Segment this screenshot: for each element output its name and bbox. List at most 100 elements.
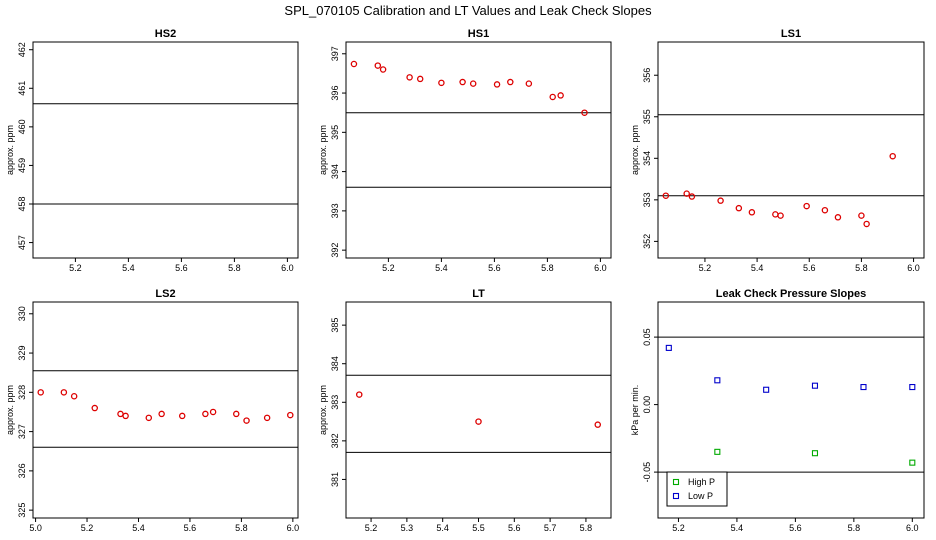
panel-grid: HS2 5.2 5.4 5.6 5.8 6.0 457 458 459 460 461 462 appr… — [5, 28, 925, 533]
data-point — [60, 389, 68, 396]
data-point — [717, 197, 724, 204]
y-tick-label: 458 — [17, 196, 27, 211]
legend-marker — [672, 492, 680, 500]
data-point — [860, 383, 867, 391]
data-point — [525, 80, 533, 87]
x-tick-label: 5.6 — [175, 263, 188, 273]
data-point — [287, 411, 294, 419]
data-point — [91, 404, 98, 412]
series-1 — [662, 152, 896, 228]
data-point — [350, 60, 358, 68]
legend-marker — [672, 478, 680, 486]
data-point — [858, 212, 865, 219]
panel-2: HS1 5.2 5.4 5.6 5.8 6.0 392 393 394 395 396 397 appr… — [318, 28, 612, 273]
x-tick-label: 5.4 — [435, 263, 448, 273]
figure-title: SPL_070105 Calibration and LT Values and… — [284, 3, 652, 18]
y-tick-label: 382 — [330, 433, 340, 448]
x-tick-label: 5.8 — [228, 263, 241, 273]
data-point — [748, 209, 756, 216]
x-tick-label: 5.0 — [29, 523, 42, 533]
data-point — [834, 214, 842, 221]
plot-frame — [657, 41, 925, 259]
data-point — [379, 66, 387, 73]
data-point — [209, 408, 217, 416]
x-tick-label: 5.4 — [731, 523, 744, 533]
y-tick-label: 325 — [17, 503, 27, 518]
x-tick-label: 5.4 — [132, 523, 145, 533]
x-tick-label: 5.7 — [544, 523, 557, 533]
y-tick-label: 459 — [17, 158, 27, 173]
data-point — [909, 383, 916, 391]
panel-6: Leak Check Pressure Slopes 5.2 5.4 5.6 5.8 6.… — [630, 288, 925, 533]
x-tick-label: 5.2 — [81, 523, 94, 533]
y-tick-label: 461 — [17, 81, 27, 96]
x-tick-label: 5.4 — [751, 263, 764, 273]
x-tick-label: 5.2 — [382, 263, 395, 273]
plot-frame — [345, 301, 612, 519]
data-point — [355, 391, 363, 398]
data-point — [178, 412, 186, 420]
data-point — [549, 93, 556, 101]
data-point — [683, 190, 690, 197]
x-tick-label: 6.0 — [594, 263, 607, 273]
x-tick-label: 5.4 — [122, 263, 135, 273]
x-tick-label: 5.6 — [488, 263, 501, 273]
data-point — [803, 202, 810, 210]
data-point — [374, 62, 382, 69]
y-tick-label: 394 — [330, 164, 340, 179]
panel-1: HS2 5.2 5.4 5.6 5.8 6.0 457 458 459 460 461 462 appr… — [5, 28, 299, 273]
panel-title: HS2 — [155, 28, 176, 40]
series-high-p — [714, 448, 916, 466]
y-tick-label: 395 — [330, 125, 340, 140]
y-axis-label: kPa per min. — [630, 385, 640, 436]
x-tick-label: 5.6 — [184, 523, 197, 533]
data-point — [777, 212, 784, 219]
panel-3: LS1 5.2 5.4 5.6 5.8 6.0 352 353 354 355 356 approx.… — [630, 28, 925, 273]
y-axis-label: approx. ppm — [5, 385, 15, 435]
x-tick-label: 5.8 — [855, 263, 868, 273]
data-point — [714, 377, 721, 384]
data-point — [70, 393, 78, 400]
plot-frame — [32, 41, 299, 259]
x-tick-label: 5.6 — [508, 523, 521, 533]
data-point — [909, 459, 916, 466]
x-tick-label: 6.0 — [287, 523, 300, 533]
data-point — [438, 79, 445, 87]
y-tick-label: 381 — [330, 472, 340, 487]
x-tick-label: 5.8 — [848, 523, 861, 533]
y-tick-label: 328 — [17, 385, 27, 400]
x-tick-label: 5.5 — [472, 523, 485, 533]
x-tick-label: 5.8 — [580, 523, 593, 533]
data-point — [688, 193, 696, 200]
data-point — [37, 389, 44, 396]
y-tick-label: 392 — [330, 243, 340, 258]
panel-title: HS1 — [468, 28, 489, 40]
data-point — [763, 386, 770, 393]
data-point — [662, 192, 670, 199]
data-point — [243, 417, 250, 424]
plot-frame — [345, 41, 612, 259]
y-tick-label: 383 — [330, 395, 340, 410]
y-tick-label: 329 — [17, 346, 27, 361]
data-point — [493, 81, 501, 88]
data-point — [581, 109, 588, 116]
panel-title: LS2 — [155, 288, 175, 300]
data-point — [158, 410, 165, 418]
data-point — [772, 211, 779, 218]
y-tick-label: 462 — [17, 42, 27, 57]
y-tick-label: 396 — [330, 86, 340, 101]
x-tick-label: 5.3 — [401, 523, 414, 533]
data-point — [475, 418, 482, 425]
data-point — [406, 74, 413, 81]
data-point — [665, 344, 672, 351]
y-tick-label: 0.05 — [642, 328, 652, 346]
data-point — [145, 414, 153, 422]
plot-frame — [657, 301, 925, 519]
x-tick-label: 5.8 — [541, 263, 554, 273]
x-tick-label: 6.0 — [907, 263, 920, 273]
data-point — [507, 78, 514, 86]
y-tick-label: 0.00 — [642, 396, 652, 414]
series-1 — [350, 60, 588, 116]
series-low-p — [665, 344, 916, 393]
